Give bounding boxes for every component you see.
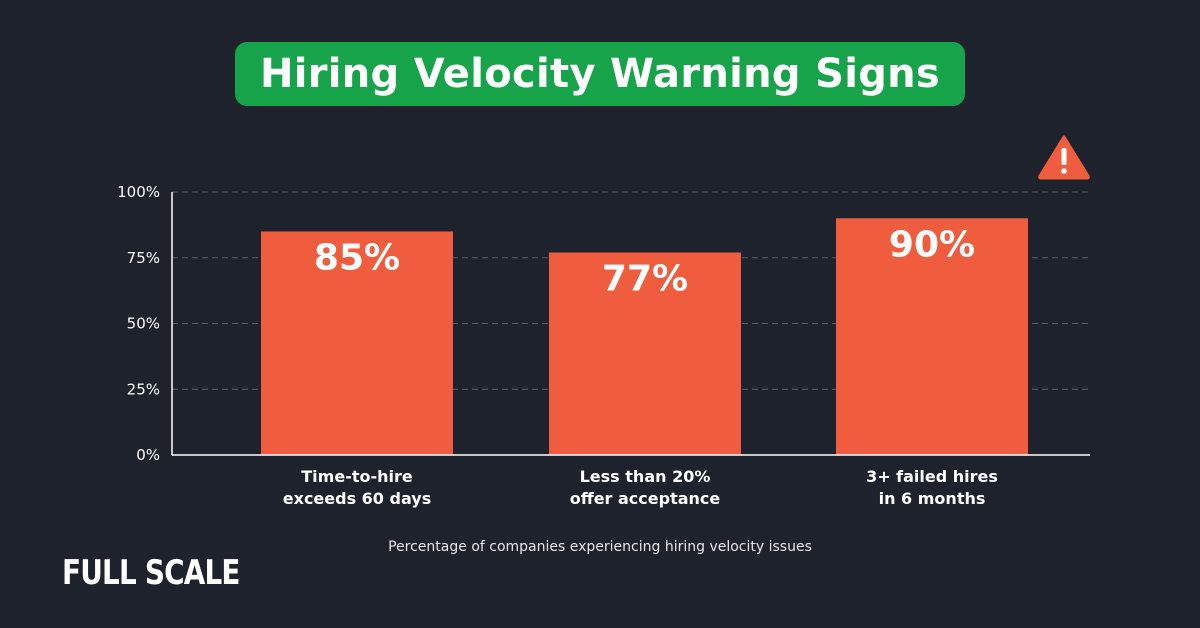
x-category-label: exceeds 60 days — [283, 489, 431, 508]
title-banner: Hiring Velocity Warning Signs — [235, 42, 965, 106]
chart-caption: Percentage of companies experiencing hir… — [388, 539, 812, 555]
bar — [261, 231, 453, 455]
y-tick-label: 50% — [127, 315, 160, 333]
x-category-label: Less than 20% — [580, 467, 711, 486]
x-category-label: 3+ failed hires — [866, 467, 998, 486]
page-title: Hiring Velocity Warning Signs — [259, 51, 941, 97]
y-tick-label: 75% — [127, 249, 160, 267]
y-tick-label: 25% — [127, 380, 160, 398]
x-category-label: offer acceptance — [570, 489, 721, 508]
y-tick-label: 100% — [117, 183, 160, 201]
bar — [549, 252, 741, 455]
warning-triangle-icon — [1038, 135, 1090, 180]
x-category-label: Time-to-hire — [301, 467, 413, 486]
y-tick-label: 0% — [136, 446, 160, 464]
x-category-label: in 6 months — [879, 489, 986, 508]
bar-value-label: 90% — [889, 224, 975, 265]
bar-value-label: 77% — [602, 258, 688, 299]
bar — [836, 218, 1028, 455]
brand-logo: FULL SCALE — [62, 553, 240, 593]
bar-value-label: 85% — [314, 237, 400, 278]
